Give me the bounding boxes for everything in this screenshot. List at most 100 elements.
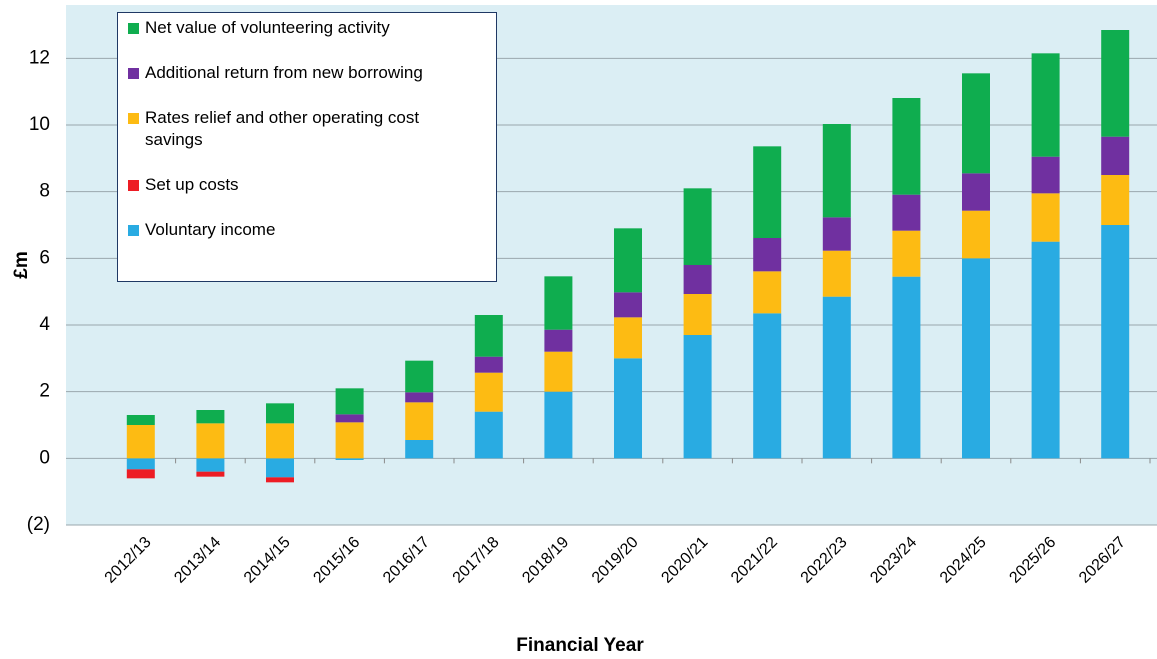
- bar-segment: [335, 458, 364, 460]
- bar-segment: [822, 217, 851, 251]
- x-tick-label: 2015/16: [310, 534, 363, 587]
- bar-segment: [753, 238, 782, 272]
- bar-segment: [1101, 136, 1130, 175]
- y-tick-label: 12: [29, 47, 50, 68]
- legend-label: Additional return from new borrowing: [145, 63, 423, 82]
- bar-segment: [126, 469, 155, 479]
- y-tick-label: (2): [27, 514, 50, 535]
- bar-segment: [822, 296, 851, 459]
- bar-segment: [335, 422, 364, 459]
- bar-segment: [614, 317, 642, 359]
- bar-segment: [614, 292, 642, 318]
- x-tick-label: 2023/24: [867, 534, 920, 587]
- bar-segment: [544, 351, 573, 392]
- y-tick-label: 10: [29, 114, 50, 135]
- bar-segment: [962, 258, 990, 459]
- bar-segment: [892, 230, 921, 277]
- bar-segment: [335, 414, 364, 423]
- bar-segment: [266, 403, 294, 424]
- bar-segment: [1031, 193, 1060, 242]
- bar-segment: [196, 423, 225, 459]
- bar-segment: [892, 276, 921, 459]
- y-tick-label: 8: [39, 181, 50, 202]
- legend-swatch: [128, 23, 139, 34]
- bar-segment: [614, 358, 642, 459]
- bar-segment: [683, 294, 712, 335]
- bar-segment: [962, 73, 990, 174]
- bar-segment: [1101, 175, 1130, 225]
- bar-segment: [126, 425, 155, 459]
- x-tick-label: 2012/13: [102, 534, 155, 587]
- legend-item: Set up costs: [128, 174, 486, 196]
- bar-segment: [962, 210, 990, 259]
- legend-item: Net value of volunteering activity: [128, 17, 486, 39]
- bar-segment: [892, 194, 921, 231]
- bar-segment: [266, 423, 294, 459]
- y-tick-label: 0: [39, 447, 50, 468]
- y-axis-label: £m: [11, 251, 32, 278]
- bar-segment: [405, 392, 434, 403]
- bar-segment: [544, 391, 573, 459]
- legend-item: Additional return from new borrowing: [128, 62, 486, 84]
- legend-swatch: [128, 68, 139, 79]
- bar-segment: [753, 146, 782, 238]
- bar-segment: [1031, 156, 1060, 194]
- x-tick-label: 2026/27: [1076, 534, 1129, 587]
- bar-segment: [822, 124, 851, 218]
- bar-segment: [683, 188, 712, 265]
- bar-segment: [753, 271, 782, 314]
- legend-swatch: [128, 225, 139, 236]
- legend-label: Voluntary income: [145, 220, 276, 239]
- bar-segment: [266, 458, 294, 478]
- bar-segment: [126, 458, 155, 470]
- bar-segment: [1031, 241, 1060, 459]
- x-tick-label: 2019/20: [589, 534, 642, 587]
- bar-segment: [683, 335, 712, 459]
- bar-segment: [544, 329, 573, 352]
- x-tick-label: 2018/19: [519, 534, 572, 587]
- bar-segment: [266, 477, 294, 483]
- x-tick-label: 2020/21: [658, 534, 711, 587]
- bar-segment: [1101, 30, 1130, 137]
- bar-segment: [474, 411, 503, 459]
- legend-label: Set up costs: [145, 175, 239, 194]
- bar-segment: [1031, 53, 1060, 157]
- bar-segment: [683, 265, 712, 294]
- legend: Net value of volunteering activity Additi…: [117, 12, 497, 282]
- legend-swatch: [128, 113, 139, 124]
- x-tick-label: 2013/14: [171, 534, 224, 587]
- x-tick-label: 2017/18: [450, 534, 503, 587]
- bar-segment: [1101, 225, 1130, 459]
- x-axis-label: Financial Year: [516, 635, 644, 656]
- bar-segment: [126, 415, 155, 425]
- bar-segment: [474, 315, 503, 357]
- legend-item: Voluntary income: [128, 219, 486, 241]
- x-tick-label: 2024/25: [937, 534, 990, 587]
- bar-segment: [335, 388, 364, 415]
- x-tick-label: 2021/22: [728, 534, 781, 587]
- bar-segment: [405, 440, 434, 459]
- bar-segment: [892, 98, 921, 195]
- legend-swatch: [128, 180, 139, 191]
- bar-segment: [405, 360, 434, 393]
- bar-segment: [196, 471, 225, 477]
- bar-segment: [822, 250, 851, 297]
- bar-segment: [196, 410, 225, 424]
- bar-segment: [753, 313, 782, 459]
- bar-segment: [405, 402, 434, 440]
- y-tick-label: 4: [39, 314, 50, 335]
- legend-label: Rates relief and other operating cost sa…: [145, 108, 420, 149]
- y-tick-label: 6: [39, 247, 50, 268]
- bar-segment: [614, 228, 642, 293]
- x-tick-label: 2025/26: [1006, 534, 1059, 587]
- bar-segment: [474, 356, 503, 373]
- x-tick-label: 2016/17: [380, 534, 433, 587]
- x-tick-label: 2022/23: [798, 534, 851, 587]
- bar-segment: [962, 173, 990, 211]
- bar-segment: [474, 372, 503, 412]
- legend-item: Rates relief and other operating cost sa…: [128, 107, 486, 151]
- bar-segment: [544, 276, 573, 330]
- y-tick-label: 2: [39, 381, 50, 402]
